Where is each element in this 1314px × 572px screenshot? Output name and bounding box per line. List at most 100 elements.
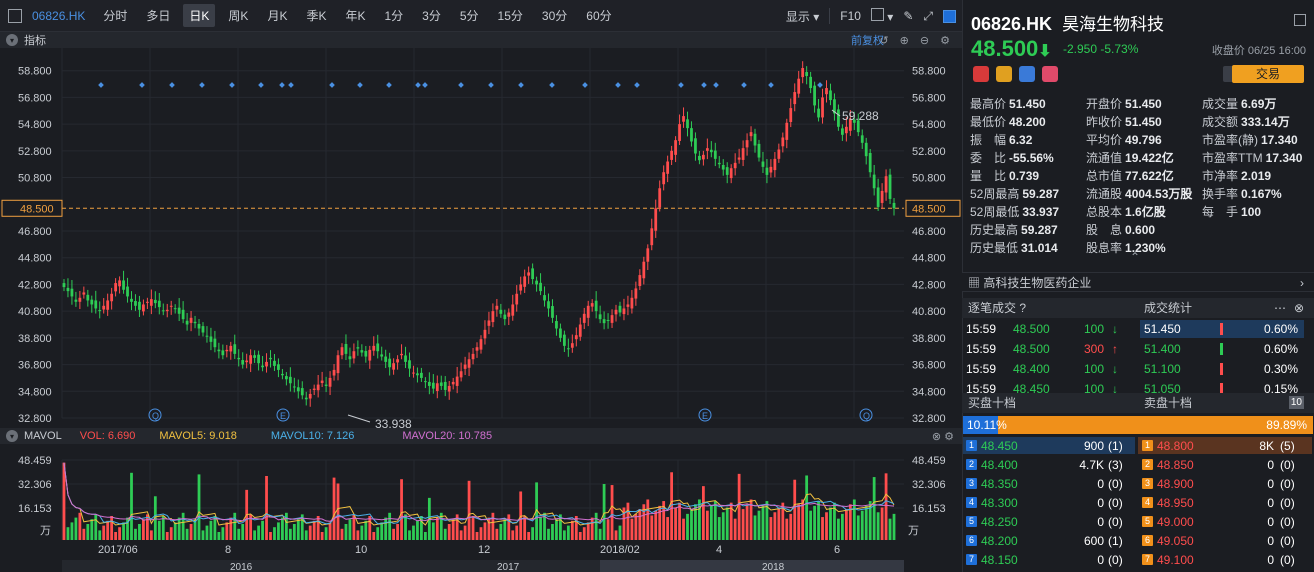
ask-count: (0) <box>1280 534 1295 548</box>
trades-title: 逐笔成交 <box>968 301 1017 315</box>
bid-count: (3) <box>1108 458 1123 472</box>
period-tab[interactable]: 30分 <box>541 9 568 23</box>
display-menu[interactable]: 显示 ▾ <box>785 9 820 24</box>
period-tab[interactable]: 60分 <box>586 9 612 23</box>
volume-bar <box>487 517 491 540</box>
period-tab[interactable]: 周K <box>228 9 249 23</box>
vol-tick-label: 48.459 <box>18 455 52 467</box>
volume-bar <box>725 507 729 540</box>
volume-bar <box>316 516 320 540</box>
f10-button[interactable]: F10 <box>840 9 861 23</box>
bid-count-value: 0 <box>1112 515 1119 529</box>
collapse-icon[interactable]: ▾ <box>6 34 18 46</box>
volume-bar <box>781 502 785 540</box>
stat-label: 成交额 <box>1202 115 1239 129</box>
y-tick-label: 36.800 <box>912 360 946 372</box>
stat-value: 19.422亿 <box>1125 151 1174 165</box>
candle-body <box>281 373 284 376</box>
period-tab[interactable]: 多日 <box>146 9 171 23</box>
stat-item: 开盘价 51.450 <box>1086 95 1162 112</box>
candle-body <box>126 286 129 297</box>
volstat-bar <box>1220 323 1223 335</box>
volume-bar <box>332 477 336 540</box>
candle-body <box>717 162 721 165</box>
period-tab[interactable]: 1分 <box>384 9 404 23</box>
x-tick-label: 12 <box>478 544 490 556</box>
candle-body <box>467 359 471 368</box>
ask-level: 2 <box>1142 459 1153 470</box>
sidebar-toggle-icon[interactable] <box>8 8 22 23</box>
popout-icon[interactable] <box>1294 14 1306 26</box>
volume-bar <box>626 502 630 540</box>
volume-bar <box>833 502 836 540</box>
candlestick-chart[interactable]: 58.800 58.800 56.800 56.800 54.800 54.800 52.8… <box>0 32 962 572</box>
candle-body <box>705 148 709 151</box>
volume-bar <box>185 528 189 540</box>
stat-item: 量 比 0.739 <box>970 167 1039 184</box>
volume-bar <box>356 530 360 540</box>
low-annotation: 33.938 <box>375 417 412 431</box>
event-marker-icon <box>549 82 555 88</box>
trade-time: 15:59 <box>966 362 997 376</box>
heart-icon <box>1042 66 1058 82</box>
period-tab[interactable]: 年K <box>345 9 366 23</box>
candle-body <box>491 311 495 323</box>
stat-item: 股息率 1.230% <box>1086 239 1166 256</box>
bid-vol: 0 <box>1097 496 1104 510</box>
trade-button[interactable]: 交易 <box>1232 65 1304 83</box>
current-price-box <box>1 199 63 217</box>
volume-bar <box>670 472 674 540</box>
chart-controls[interactable]: ↺ ⊕ ⊖ ⚙ <box>879 34 954 47</box>
candle-body <box>610 315 614 323</box>
chart-type-menu[interactable]: ▾ <box>870 8 893 24</box>
panel-toggle-icon[interactable] <box>943 9 956 23</box>
stat-label: 每 手 <box>1202 205 1239 219</box>
annotation-line <box>831 109 841 117</box>
period-tab[interactable]: 15分 <box>497 9 523 23</box>
more-icon[interactable]: ⋯ <box>1274 301 1286 315</box>
volume-bar <box>404 514 407 540</box>
collapse-up-icon[interactable]: ⌃ <box>1130 250 1141 264</box>
help-icon[interactable]: ? <box>1019 301 1027 315</box>
stat-label: 流通值 <box>1086 151 1123 165</box>
collapse-icon[interactable]: ▾ <box>6 430 18 442</box>
stat-item: 流通值 19.422亿 <box>1086 149 1174 166</box>
stock-code-tab[interactable]: 06826.HK <box>32 8 86 23</box>
volume-bar <box>705 510 709 540</box>
event-marker-icon <box>634 82 640 88</box>
period-tab[interactable]: 季K <box>306 9 327 23</box>
x-tick-label: 2017/06 <box>98 544 138 556</box>
period-tab[interactable]: 月K <box>267 9 288 23</box>
trade-dir-icon: ↓ <box>1112 382 1118 396</box>
period-tab[interactable]: 3分 <box>422 9 441 23</box>
fuquan-button[interactable]: 前复权 <box>851 35 884 47</box>
close-icon[interactable]: ⊗ <box>1293 301 1304 315</box>
candle-body <box>678 124 681 141</box>
ask-count-value: 0 <box>1284 553 1291 567</box>
fullscreen-icon[interactable]: ⤢ <box>923 8 933 23</box>
candle-body <box>352 351 356 359</box>
candle-body <box>177 307 181 314</box>
buy-sell-ratio-bar: 10.11% 89.89% <box>963 416 1313 434</box>
mavol-controls[interactable]: ⊗ ⚙ <box>931 430 954 443</box>
ask-price: 49.100 <box>1157 553 1194 567</box>
candle-body <box>130 298 133 302</box>
stat-item: 市净率 2.019 <box>1202 167 1271 184</box>
ask-level: 4 <box>1142 497 1153 508</box>
levels-button[interactable]: 10 <box>1288 396 1304 409</box>
industry-row[interactable]: ▦ 高科技生物医药企业 › <box>962 272 1314 292</box>
period-tab[interactable]: 5分 <box>459 9 479 23</box>
draw-pen-icon[interactable]: ✎ <box>903 9 914 23</box>
period-tab[interactable]: 分时 <box>103 9 128 23</box>
y-tick-label: 46.800 <box>912 226 946 238</box>
ask-count-value: 0 <box>1284 496 1291 510</box>
candle-body <box>213 338 217 348</box>
candle-body <box>86 294 90 301</box>
candle-body <box>543 295 546 301</box>
candle-body <box>876 187 880 207</box>
volume-bar <box>562 530 566 540</box>
period-tab[interactable]: 日K <box>183 4 216 27</box>
candle-body <box>257 354 260 364</box>
volstat-row: 51.400 0.60% <box>1140 340 1304 358</box>
volume-bar <box>74 517 78 540</box>
